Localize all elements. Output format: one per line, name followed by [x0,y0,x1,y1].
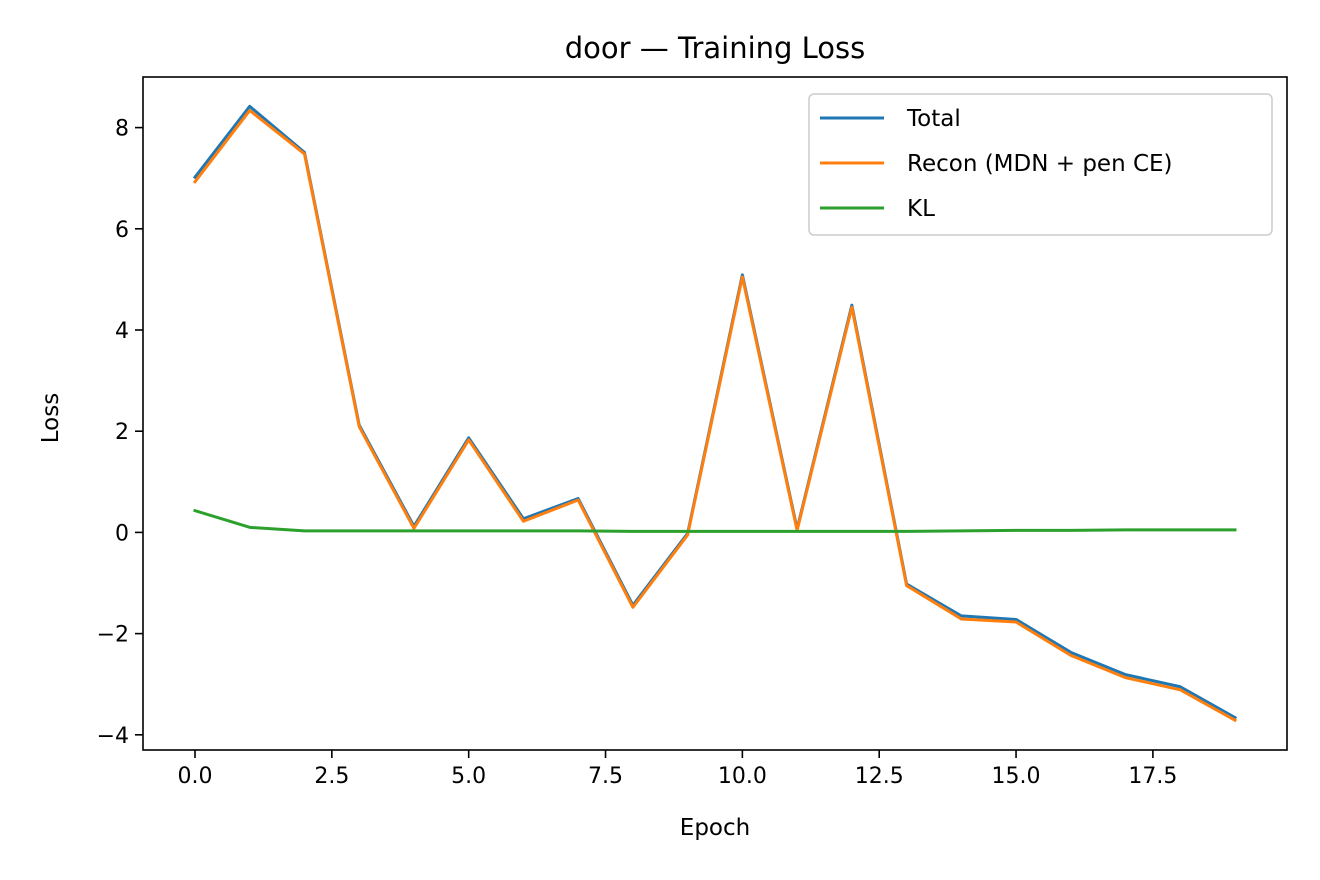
y-axis-label: Loss [38,393,64,443]
legend-box [808,93,1273,236]
x-tick-label: 0.0 [178,764,213,789]
x-tick-label: 10.0 [718,764,767,789]
y-tick-label: 6 [115,218,129,243]
legend: Total Recon (MDN + pen CE) KL [808,93,1273,236]
x-tick-label: 17.5 [1128,764,1177,789]
y-tick-label: −4 [97,724,129,749]
x-tick-label: 15.0 [992,764,1041,789]
plot-area [192,104,1238,723]
x-tick-label: 7.5 [588,764,623,789]
series-line-recon-mdn-pen-ce [192,108,1238,723]
x-tick-label: 2.5 [314,764,349,789]
x-axis-label: Epoch [680,815,750,841]
x-tick-label: 12.5 [855,764,904,789]
chart-title: door — Training Loss [565,31,866,65]
y-tick-label: 8 [115,117,129,142]
x-tick-label: 5.0 [451,764,486,789]
series-line-kl [193,508,1237,533]
axis-ticks: 0.0 2.5 5.0 7.5 10.0 12.5 15.0 17.5 −4 −2 0 2 4 6 8 [97,117,1178,789]
legend-label-total: Total [906,106,961,132]
axes-frame [142,76,1288,751]
y-tick-label: 2 [115,420,129,445]
legend-label-recon-mdn-pen-ce: Recon (MDN + pen CE) [907,151,1173,177]
legend-label-kl: KL [907,196,935,222]
y-tick-label: 0 [115,521,129,546]
y-tick-label: 4 [115,319,129,344]
y-tick-label: −2 [97,623,129,648]
